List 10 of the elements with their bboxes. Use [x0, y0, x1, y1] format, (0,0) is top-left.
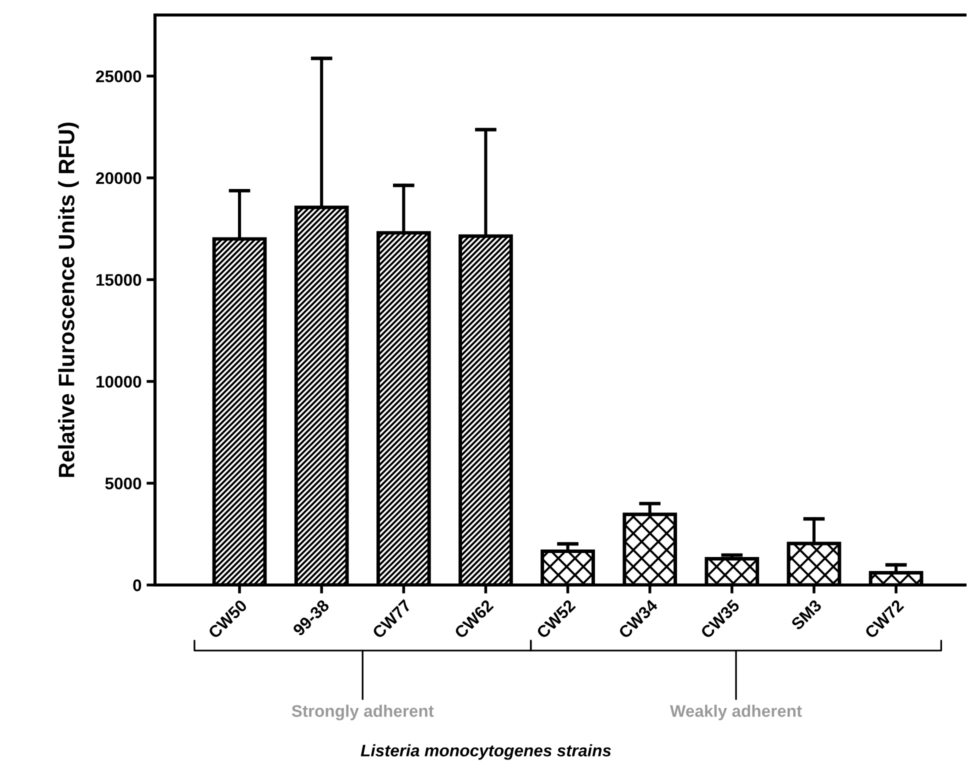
y-tick-label: 25000 — [96, 70, 142, 82]
text: Weakly adherent — [670, 704, 802, 720]
text: Listeria monocytogenes strains — [360, 744, 611, 760]
y-tick-label: 5000 — [105, 478, 142, 490]
y-tick-label: 10000 — [96, 376, 142, 388]
y-tick-label: 20000 — [96, 172, 142, 184]
y-axis-title: Relative Fluroscence Units ( RFU) — [58, 122, 79, 477]
y-tick-label: 15000 — [96, 274, 142, 286]
y-tick-label: 0 — [133, 579, 142, 592]
text: Strongly adherent — [292, 704, 434, 720]
